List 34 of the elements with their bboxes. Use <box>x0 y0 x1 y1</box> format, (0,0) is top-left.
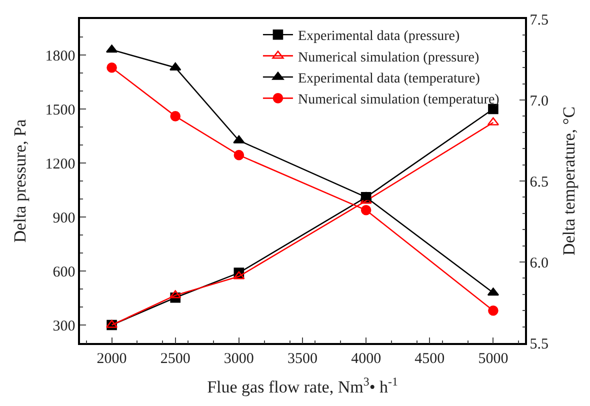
point <box>488 305 498 316</box>
y2-tick-label: 7.5 <box>530 12 548 28</box>
point <box>234 150 244 160</box>
y-tick-label: 600 <box>52 264 76 280</box>
x-tick-label: 2500 <box>160 350 190 367</box>
x-tick-label: 5000 <box>478 350 508 367</box>
x-tick-label: 4500 <box>414 350 445 367</box>
legend-label: Experimental data (pressure) <box>298 29 460 44</box>
y2-tick-label: 5.5 <box>530 336 548 352</box>
legend-label: Numerical simulation (temperature) <box>298 92 500 108</box>
point <box>170 111 181 122</box>
x-tick-label: 4000 <box>351 350 382 367</box>
x-tick-label: 3000 <box>224 350 254 367</box>
point <box>233 135 245 144</box>
y-tick-label: 900 <box>52 210 76 226</box>
legend-label: Numerical simulation (pressure) <box>298 50 480 66</box>
point <box>170 62 182 70</box>
x-tick-label: 3500 <box>288 350 318 367</box>
point <box>233 271 245 280</box>
point <box>360 205 372 216</box>
y-tick-label: 300 <box>52 318 76 334</box>
y2-axis-title: Delta temperature, °C <box>559 106 578 256</box>
point <box>170 290 182 298</box>
point <box>106 62 117 73</box>
x-tick-label: 2000 <box>96 350 127 367</box>
y2-tick-label: 6.0 <box>530 255 548 272</box>
legend-label: Experimental data (temperature) <box>298 71 480 86</box>
y2-tick-label: 7.0 <box>530 93 548 110</box>
y-tick-label: 1500 <box>45 102 76 118</box>
y2-tick-label: 6.5 <box>530 174 548 190</box>
y-tick-label: 1800 <box>45 48 76 64</box>
x-axis-title: Flue gas flow rate, Nm$^{3}$• h$^{-1}$ <box>207 374 398 397</box>
y-tick-label: 1200 <box>45 156 76 172</box>
y-axis-title: Delta pressure, Pa <box>10 118 30 243</box>
